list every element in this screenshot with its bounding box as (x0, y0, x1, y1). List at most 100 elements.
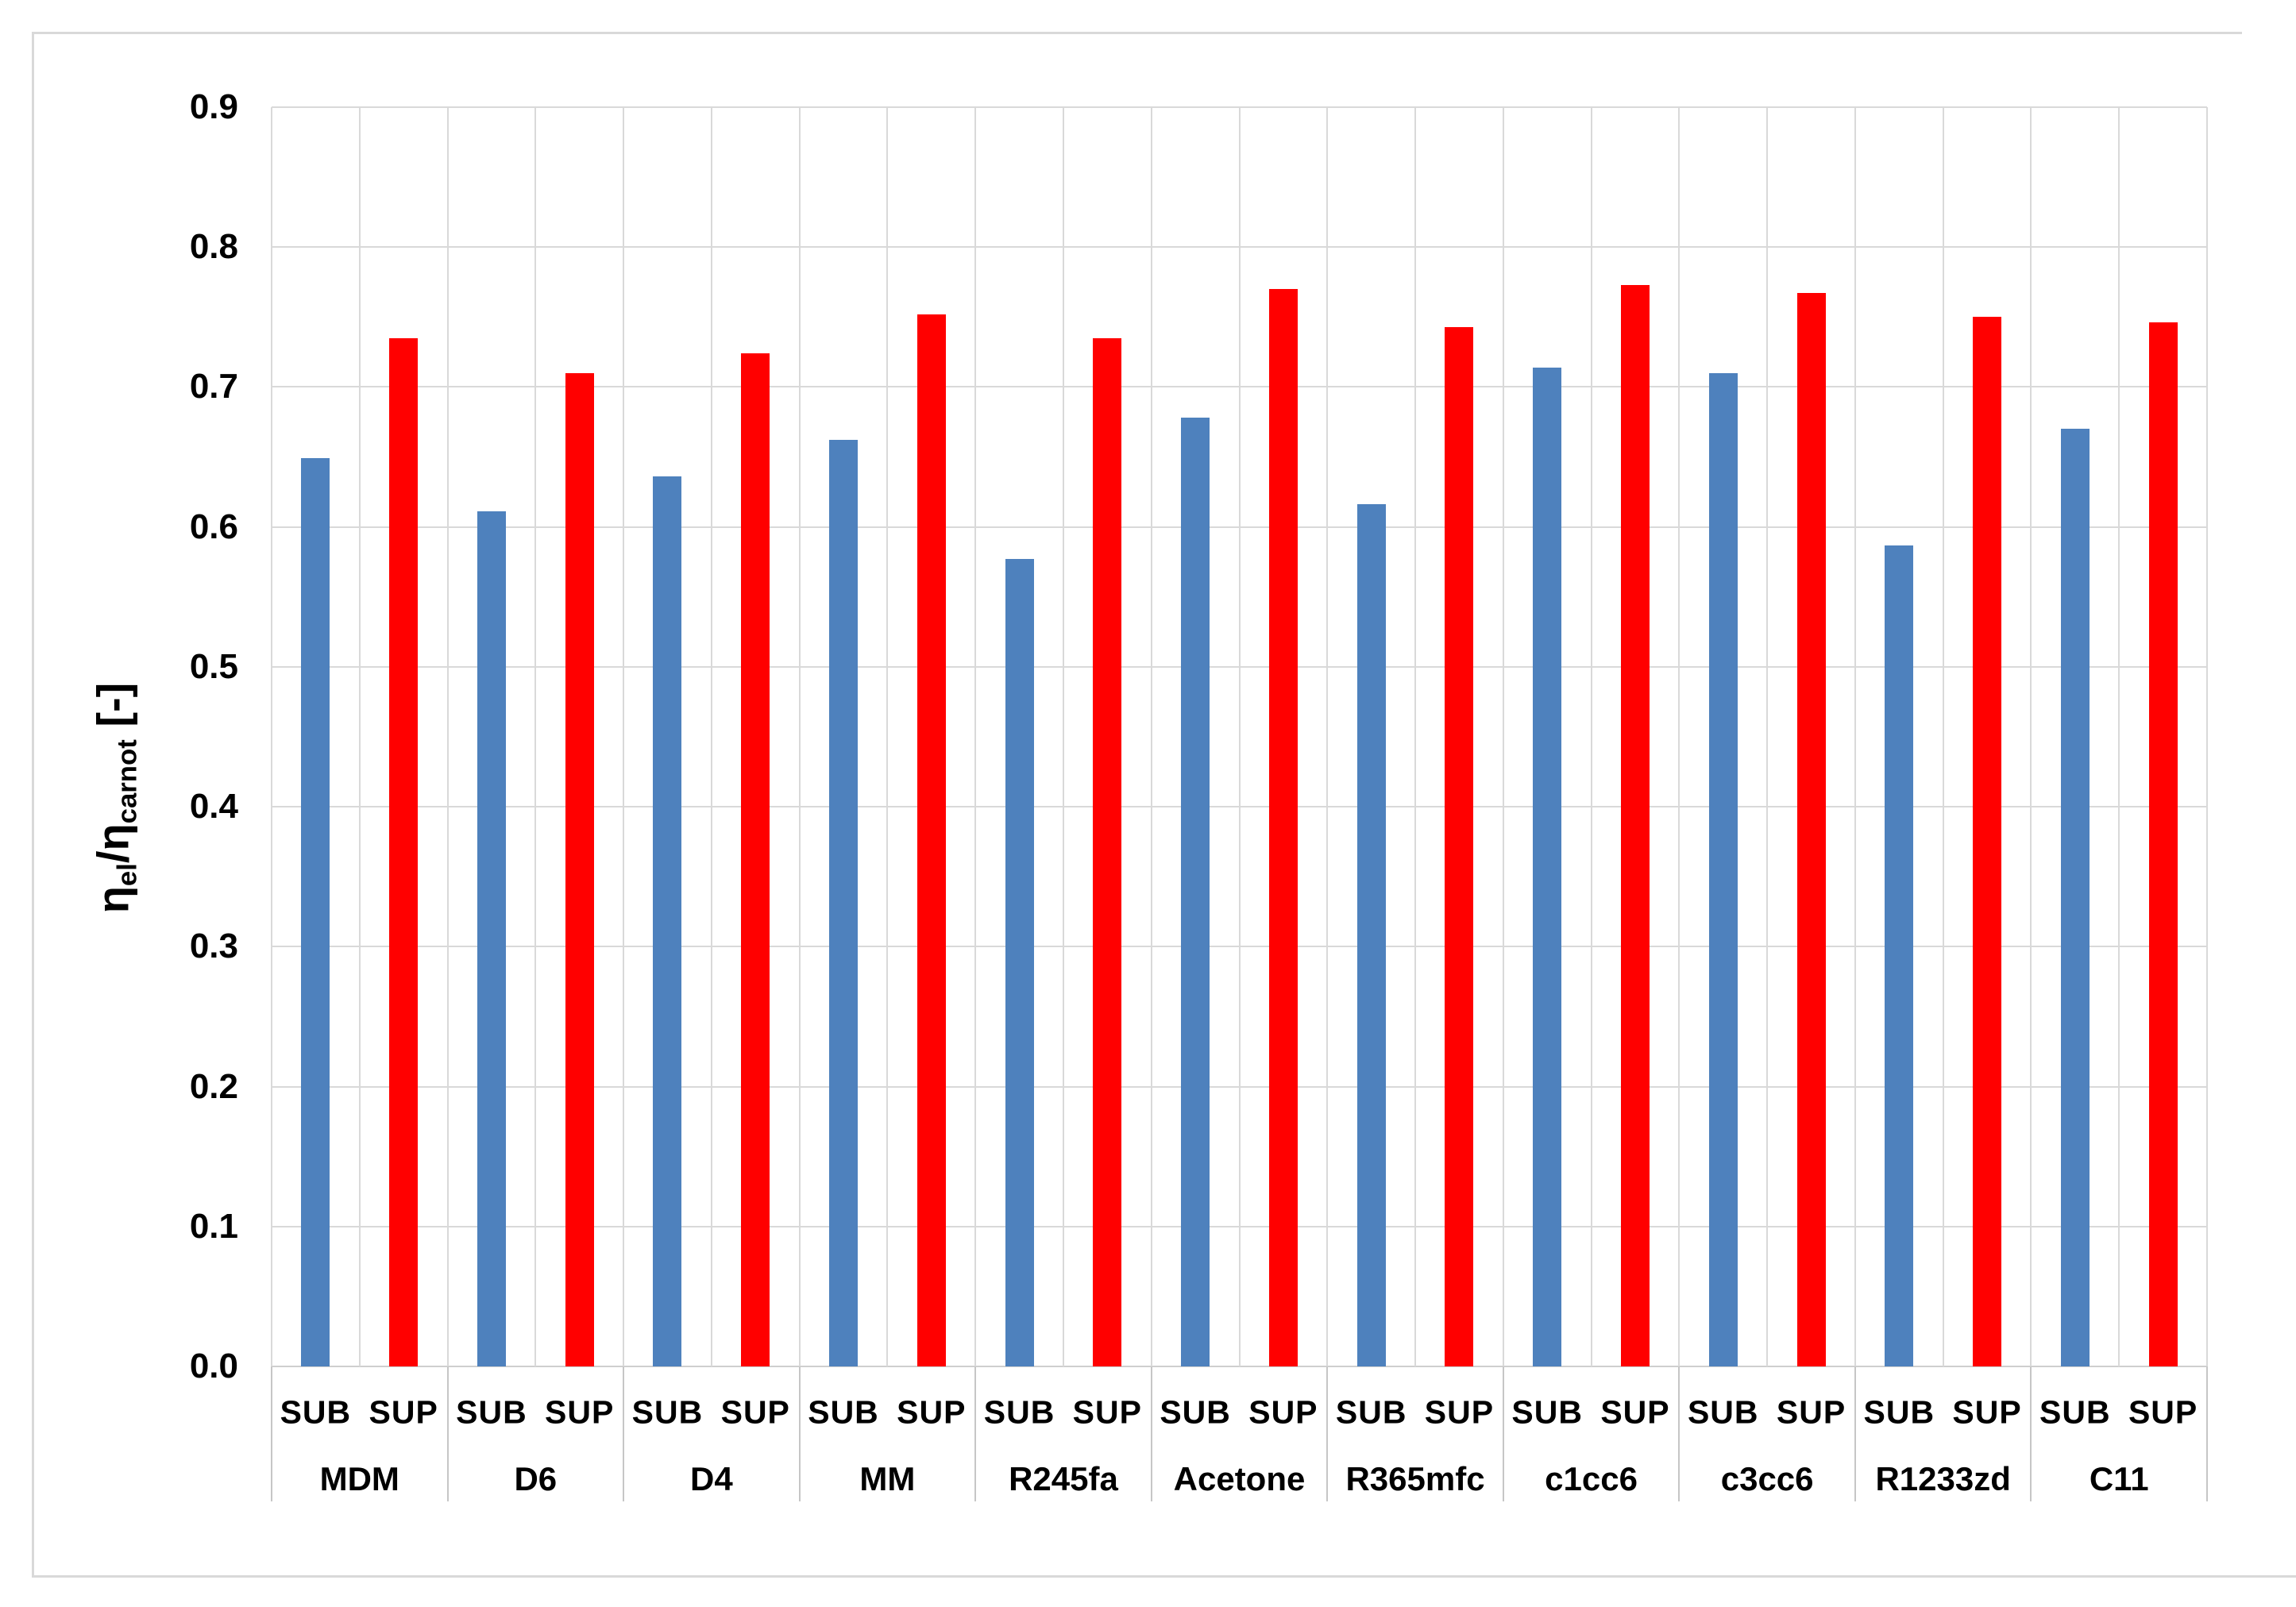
bar-R245fa-SUP (1093, 337, 1122, 1366)
bar-D6-SUP (565, 372, 594, 1366)
bar-D6-SUB (477, 511, 506, 1366)
xlabel-bar-R245fa-SUB: SUB (983, 1393, 1055, 1431)
xlabel-bar-R365mfc-SUP: SUP (1424, 1393, 1495, 1431)
gridline-v-2 (446, 107, 449, 1366)
gridline-v-15 (1590, 107, 1592, 1366)
xlabel-bar-R245fa-SUP: SUP (1072, 1393, 1142, 1431)
gridline-v-7 (886, 107, 889, 1366)
gridline-v-3 (534, 107, 537, 1366)
gridline-v-20 (2030, 107, 2032, 1366)
xlabel-bar-Acetone-SUB: SUB (1160, 1393, 1231, 1431)
ytick-0.1: 0.1 (189, 1206, 238, 1246)
xlabel-bar-C11-SUP: SUP (2128, 1393, 2198, 1431)
xlabel-group-D4: D4 (690, 1460, 733, 1497)
gridline-v-22 (2206, 107, 2208, 1366)
ytick-0.7: 0.7 (189, 367, 238, 407)
gridline-v-18 (1854, 107, 1856, 1366)
gridline-v-12 (1326, 107, 1329, 1366)
bar-MDM-SUB (301, 458, 330, 1366)
gridline-v-21 (2118, 107, 2120, 1366)
group-separator-6 (1326, 1366, 1329, 1501)
xlabel-bar-MM-SUP: SUP (897, 1393, 967, 1431)
gridline-v-4 (623, 107, 625, 1366)
xlabel-bar-D4-SUB: SUB (631, 1393, 704, 1431)
gridline-v-14 (1502, 107, 1504, 1366)
group-separator-2 (623, 1366, 625, 1501)
xlabel-group-c1cc6: c1cc6 (1545, 1460, 1638, 1497)
gridline-v-10 (1150, 107, 1152, 1366)
ytick-0.3: 0.3 (189, 927, 238, 966)
gridline-v-19 (1942, 107, 1944, 1366)
xlabel-bar-C11-SUB: SUB (2039, 1393, 2111, 1431)
ytick-0.8: 0.8 (189, 227, 238, 267)
bar-C11-SUP (2148, 322, 2178, 1366)
xlabel-bar-MM-SUB: SUB (808, 1393, 879, 1431)
xlabel-bar-D6-SUP: SUP (545, 1393, 615, 1431)
xlabel-bar-D6-SUB: SUB (456, 1393, 527, 1431)
bar-MM-SUP (916, 314, 946, 1366)
gridline-v-5 (710, 107, 712, 1366)
gridline-v-11 (1238, 107, 1241, 1366)
group-separator-0 (271, 1366, 272, 1501)
gridline-v-1 (358, 107, 361, 1366)
bar-MDM-SUP (389, 337, 419, 1366)
bar-R365mfc-SUB (1356, 504, 1386, 1366)
bar-R365mfc-SUP (1445, 326, 1474, 1366)
bar-R245fa-SUB (1005, 559, 1034, 1366)
group-separator-5 (1150, 1366, 1152, 1501)
ytick-0.9: 0.9 (189, 87, 238, 126)
x-axis-line (272, 1366, 2207, 1367)
figure-border-bottom (32, 1575, 2296, 1578)
group-separator-9 (1854, 1366, 1856, 1501)
xlabel-bar-D4-SUP: SUP (720, 1393, 790, 1431)
bar-C11-SUB (2060, 429, 2090, 1366)
bar-c1cc6-SUB (1533, 367, 1562, 1366)
group-separator-1 (446, 1366, 449, 1501)
gridline-v-17 (1766, 107, 1769, 1366)
xlabel-bar-c3cc6-SUP: SUP (1776, 1393, 1846, 1431)
xlabel-group-R365mfc: R365mfc (1345, 1460, 1485, 1497)
xlabel-bar-R1233zd-SUP: SUP (1952, 1393, 2022, 1431)
xlabel-bar-R365mfc-SUB: SUB (1335, 1393, 1407, 1431)
gridline-v-9 (1062, 107, 1064, 1366)
figure-border-top (32, 32, 2242, 34)
bar-Acetone-SUB (1181, 418, 1210, 1366)
bar-D4-SUP (741, 353, 770, 1366)
bar-c3cc6-SUB (1708, 372, 1738, 1366)
xlabel-group-MM: MM (859, 1460, 916, 1497)
xlabel-group-C11: C11 (2089, 1460, 2149, 1497)
xlabel-bar-c1cc6-SUB: SUB (1511, 1393, 1583, 1431)
group-separator-4 (974, 1366, 977, 1501)
xlabel-group-Acetone: Acetone (1173, 1460, 1306, 1497)
ytick-0.2: 0.2 (189, 1066, 238, 1106)
bar-R1233zd-SUB (1885, 545, 1914, 1366)
bar-c3cc6-SUP (1796, 293, 1826, 1366)
bar-Acetone-SUP (1268, 289, 1298, 1366)
bar-D4-SUB (653, 476, 682, 1366)
gridline-v-13 (1414, 107, 1417, 1366)
gridline-v-16 (1678, 107, 1681, 1366)
bar-R1233zd-SUP (1973, 317, 2002, 1366)
xlabel-group-R1233zd: R1233zd (1875, 1460, 2011, 1497)
ytick-0.5: 0.5 (189, 646, 238, 686)
gridline-v-8 (974, 107, 977, 1366)
ytick-0.0: 0.0 (189, 1347, 238, 1385)
group-separator-3 (798, 1366, 801, 1501)
xlabel-bar-c1cc6-SUP: SUP (1600, 1393, 1670, 1431)
group-separator-8 (1678, 1366, 1681, 1501)
xlabel-bar-R1233zd-SUB: SUB (1863, 1393, 1935, 1431)
xlabel-group-MDM: MDM (319, 1460, 399, 1497)
xlabel-bar-MDM-SUP: SUP (369, 1393, 438, 1431)
xlabel-bar-MDM-SUB: SUB (280, 1393, 352, 1431)
group-separator-10 (2030, 1366, 2032, 1501)
xlabel-group-c3cc6: c3cc6 (1720, 1460, 1814, 1497)
ytick-0.4: 0.4 (189, 787, 238, 827)
gridline-v-0 (271, 107, 272, 1366)
xlabel-group-D6: D6 (514, 1460, 558, 1497)
gridline-v-6 (798, 107, 801, 1366)
bar-c1cc6-SUP (1620, 284, 1650, 1366)
ytick-0.6: 0.6 (189, 507, 238, 546)
xlabel-group-R245fa: R245fa (1009, 1460, 1118, 1497)
